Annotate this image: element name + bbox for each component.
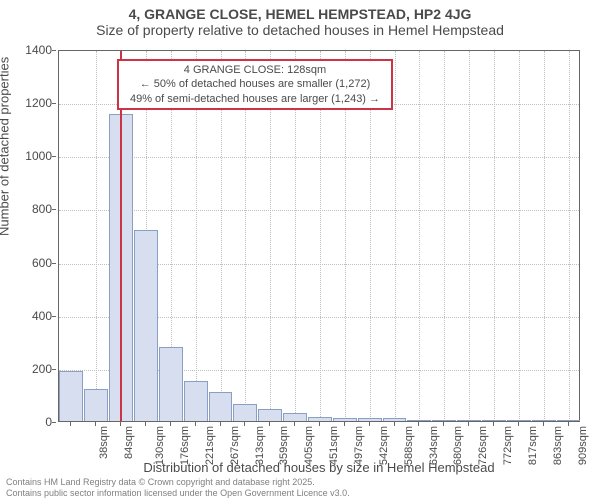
info-box: 4 GRANGE CLOSE: 128sqm ← 50% of detached… xyxy=(117,59,393,110)
histogram-bar xyxy=(333,418,357,421)
y-tick-label: 0 xyxy=(45,415,52,429)
histogram-bar xyxy=(59,371,83,421)
histogram-bar xyxy=(134,230,158,421)
histogram-bar xyxy=(407,420,431,421)
chart-container: 4, GRANGE CLOSE, HEMEL HEMPSTEAD, HP2 4J… xyxy=(0,0,600,500)
histogram-bar xyxy=(283,413,307,421)
gridline-v xyxy=(444,51,445,421)
plot-area: 4 GRANGE CLOSE: 128sqm ← 50% of detached… xyxy=(58,50,580,422)
x-axis-ticks: 38sqm84sqm130sqm176sqm221sqm267sqm313sqm… xyxy=(58,422,580,458)
info-box-line-2: ← 50% of detached houses are smaller (1,… xyxy=(125,77,385,91)
footer-line-1: Contains HM Land Registry data © Crown c… xyxy=(6,477,350,487)
attribution-footer: Contains HM Land Registry data © Crown c… xyxy=(6,477,350,498)
histogram-bar xyxy=(532,420,556,421)
gridline-v xyxy=(519,51,520,421)
histogram-bar xyxy=(258,409,282,421)
histogram-bar xyxy=(308,417,332,421)
histogram-bar xyxy=(209,392,233,421)
y-tick-label: 1200 xyxy=(25,96,52,110)
x-axis-label: Distribution of detached houses by size … xyxy=(58,460,580,475)
histogram-bar xyxy=(84,389,108,421)
histogram-bar xyxy=(507,420,531,421)
gridline-h xyxy=(59,157,579,158)
histogram-bar xyxy=(457,420,481,421)
info-box-line-1: 4 GRANGE CLOSE: 128sqm xyxy=(125,63,385,77)
gridline-v xyxy=(494,51,495,421)
y-tick-label: 600 xyxy=(32,256,52,270)
info-box-line-3: 49% of semi-detached houses are larger (… xyxy=(125,92,385,106)
title-block: 4, GRANGE CLOSE, HEMEL HEMPSTEAD, HP2 4J… xyxy=(0,0,600,38)
histogram-bar xyxy=(358,418,382,421)
gridline-v xyxy=(419,51,420,421)
y-tick-label: 1000 xyxy=(25,149,52,163)
gridline-h xyxy=(59,210,579,211)
y-tick-label: 1400 xyxy=(25,43,52,57)
x-tick-label: 84sqm xyxy=(123,426,135,459)
y-tick-label: 800 xyxy=(32,202,52,216)
y-tick-label: 400 xyxy=(32,309,52,323)
gridline-v xyxy=(469,51,470,421)
histogram-bar xyxy=(383,418,407,421)
histogram-bar xyxy=(482,420,506,421)
footer-line-2: Contains public sector information licen… xyxy=(6,488,350,498)
histogram-bar xyxy=(184,381,208,421)
gridline-v xyxy=(569,51,570,421)
histogram-bar xyxy=(159,347,183,421)
histogram-bar xyxy=(557,420,581,421)
x-tick-label: 38sqm xyxy=(98,426,110,459)
gridline-v xyxy=(395,51,396,421)
y-tick-label: 200 xyxy=(32,362,52,376)
title-line-1: 4, GRANGE CLOSE, HEMEL HEMPSTEAD, HP2 4J… xyxy=(0,6,600,22)
y-axis-ticks: 0200400600800100012001400 xyxy=(0,50,56,422)
gridline-v xyxy=(544,51,545,421)
histogram-bar xyxy=(432,420,456,421)
title-line-2: Size of property relative to detached ho… xyxy=(0,22,600,38)
histogram-bar xyxy=(233,404,257,421)
gridline-v xyxy=(96,51,97,421)
